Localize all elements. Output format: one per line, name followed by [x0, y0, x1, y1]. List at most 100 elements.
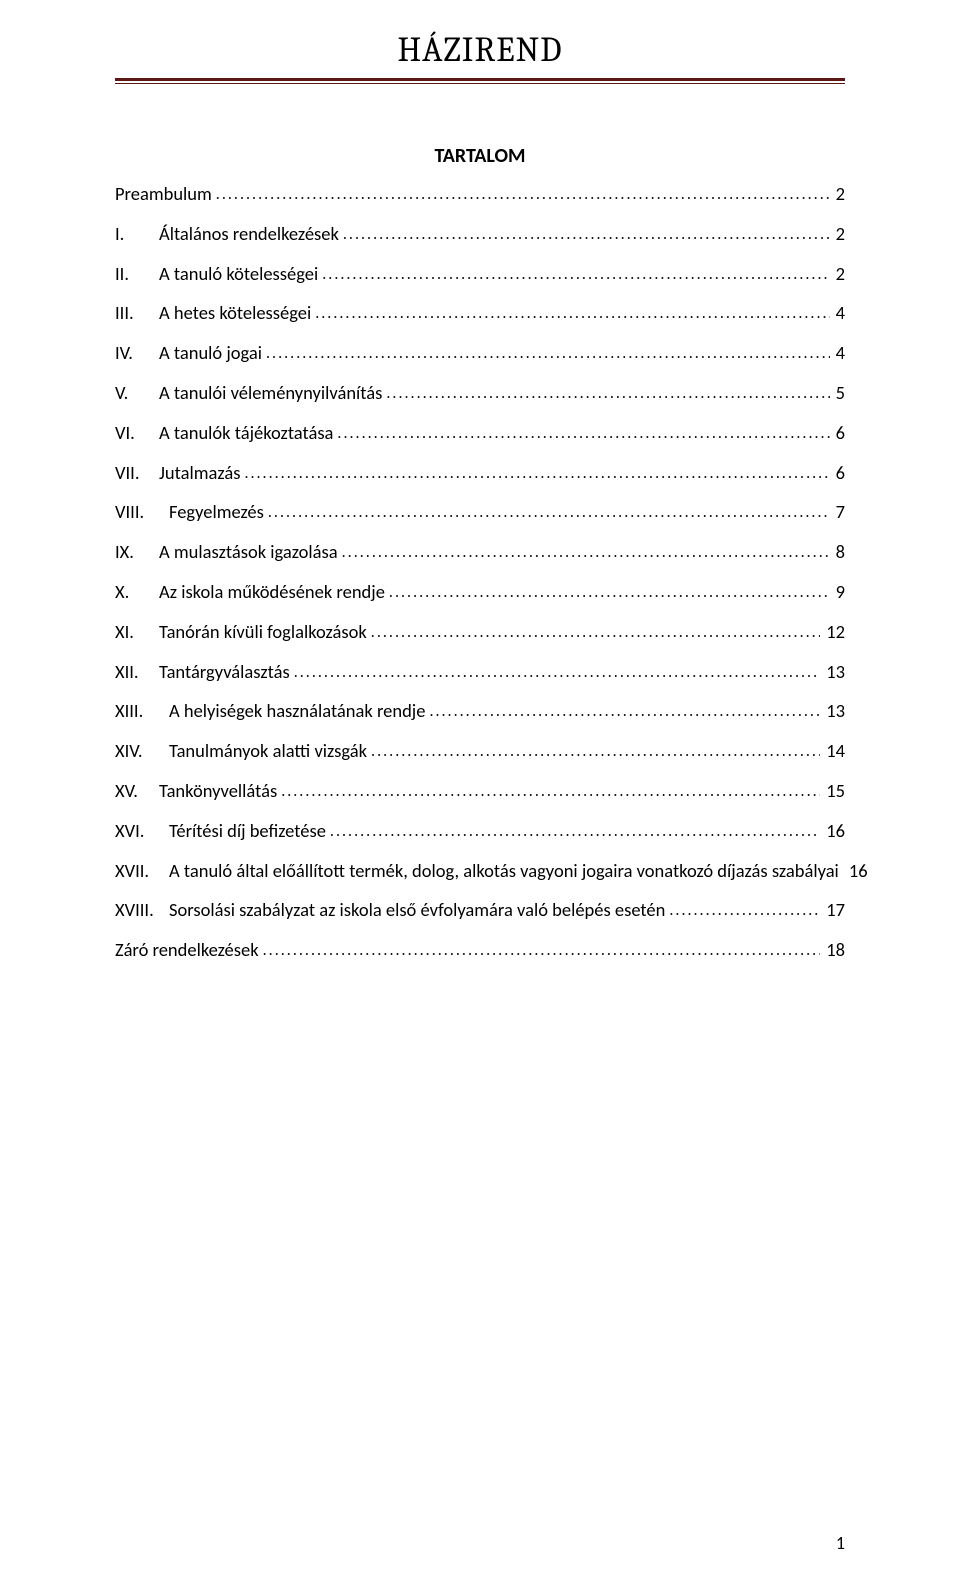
toc-dots: ........................................…	[429, 700, 820, 725]
toc-dots: ........................................…	[322, 263, 829, 288]
toc-dots: ........................................…	[266, 342, 830, 367]
toc-entry-label: Tankönyvellátás	[159, 777, 281, 806]
toc-entry-page: 6	[830, 419, 845, 448]
toc-entry-page: 4	[830, 339, 845, 368]
toc-entry-label: A tanulók tájékoztatása	[159, 419, 337, 448]
toc-entry-number: X.	[115, 578, 159, 607]
toc-entry: XII. Tantárgyválasztás .................…	[115, 658, 845, 687]
toc-entry-label: Tanórán kívüli foglalkozások	[159, 618, 371, 647]
toc-dots: ........................................…	[337, 422, 829, 447]
toc-title: TARTALOM	[115, 144, 845, 168]
toc-entry: V. A tanulói véleménynyilvánítás .......…	[115, 379, 845, 408]
toc-entry: VI. A tanulók tájékoztatása ............…	[115, 419, 845, 448]
toc-entry-number: IX.	[115, 538, 159, 567]
toc-entry-label: A mulasztások igazolása	[159, 538, 342, 567]
toc-entry-page: 2	[830, 180, 845, 209]
toc-entry-label: Sorsolási szabályzat az iskola első évfo…	[169, 896, 669, 925]
toc-dots: ........................................…	[216, 183, 830, 208]
toc-dots: ........................................…	[342, 541, 830, 566]
toc-entry-number: II.	[115, 260, 159, 289]
toc-entry-page: 9	[830, 578, 845, 607]
toc-entry-number: XII.	[115, 658, 159, 687]
toc-entry-number: XVII.	[115, 857, 169, 886]
toc-entry-page: 16	[820, 817, 845, 846]
toc-entry-label: Jutalmazás	[159, 459, 244, 488]
toc-entry-page: 17	[820, 896, 845, 925]
toc-dots: ........................................…	[281, 780, 820, 805]
toc-dots: ........................................…	[371, 621, 820, 646]
toc-entry: XV. Tankönyvellátás ....................…	[115, 777, 845, 806]
toc-entry-number: IV.	[115, 339, 159, 368]
toc-entry-label: Preambulum	[115, 180, 216, 209]
header-rule	[115, 78, 845, 84]
toc-entry-number: VI.	[115, 419, 159, 448]
toc-entry-label: Az iskola működésének rendje	[159, 578, 389, 607]
toc-entry: XVIII. Sorsolási szabályzat az iskola el…	[115, 896, 845, 925]
toc-entry-number: V.	[115, 379, 159, 408]
toc-entry-page: 14	[820, 737, 845, 766]
toc-dots: ........................................…	[389, 581, 830, 606]
toc-entry-page: 15	[820, 777, 845, 806]
toc-entry-number: XVIII.	[115, 896, 169, 925]
toc-entry-page: 2	[830, 220, 845, 249]
toc-entry-page: 6	[830, 459, 845, 488]
toc-dots: ........................................…	[343, 223, 830, 248]
toc-entry-page: 12	[820, 618, 845, 647]
toc-entry: X. Az iskola működésének rendje ........…	[115, 578, 845, 607]
toc-entry-page: 13	[820, 658, 845, 687]
toc-entry-page: 16	[843, 857, 868, 886]
toc-entry-label: Tantárgyválasztás	[159, 658, 294, 687]
toc-entry: XIV. Tanulmányok alatti vizsgák ........…	[115, 737, 845, 766]
toc-entry: XVI. Térítési díj befizetése ...........…	[115, 817, 845, 846]
toc-dots: ........................................…	[330, 820, 820, 845]
toc-dots: ........................................…	[315, 302, 829, 327]
toc-entry-label: Záró rendelkezések	[115, 936, 263, 965]
toc-entry-number: XI.	[115, 618, 159, 647]
toc-dots: ........................................…	[244, 462, 829, 487]
toc-dots: ........................................…	[371, 740, 820, 765]
toc-entry-page: 7	[830, 498, 845, 527]
toc-entry: VII. Jutalmazás ........................…	[115, 459, 845, 488]
toc-dots: ........................................…	[263, 939, 821, 964]
toc-entry: II. A tanuló kötelességei ..............…	[115, 260, 845, 289]
toc-entry: XVII. A tanuló által előállított termék,…	[115, 857, 845, 886]
toc-entry: Preambulum .............................…	[115, 180, 845, 209]
toc-entry-label: A tanuló kötelességei	[159, 260, 322, 289]
toc-entry-label: A tanuló jogai	[159, 339, 266, 368]
toc-entry-number: XIV.	[115, 737, 169, 766]
toc-entry-number: XVI.	[115, 817, 169, 846]
toc-entry-page: 2	[830, 260, 845, 289]
page-number: 1	[836, 1532, 845, 1554]
toc-entry-number: XV.	[115, 777, 159, 806]
toc-entry: IX. A mulasztások igazolása ............…	[115, 538, 845, 567]
document-page: HÁZIREND TARTALOM Preambulum ...........…	[0, 0, 960, 1584]
toc-entry-label: A tanuló által előállított termék, dolog…	[169, 857, 843, 886]
toc-entry-label: Tanulmányok alatti vizsgák	[169, 737, 371, 766]
toc-entry-page: 5	[830, 379, 845, 408]
toc-dots: ........................................…	[294, 661, 821, 686]
toc-entry-number: VIII.	[115, 498, 169, 527]
toc-entry-number: III.	[115, 299, 159, 328]
toc-entry-label: A tanulói véleménynyilvánítás	[159, 379, 386, 408]
toc-dots: ........................................…	[386, 382, 829, 407]
toc-entry: III. A hetes kötelességei ..............…	[115, 299, 845, 328]
toc-entry: I. Általános rendelkezések .............…	[115, 220, 845, 249]
toc-entry-page: 4	[830, 299, 845, 328]
toc-dots: ........................................…	[669, 899, 820, 924]
toc-entry-number: I.	[115, 220, 159, 249]
toc-list: Preambulum .............................…	[115, 180, 845, 965]
toc-entry-number: XIII.	[115, 697, 169, 726]
toc-entry-number: VII.	[115, 459, 159, 488]
toc-entry-label: A helyiségek használatának rendje	[169, 697, 429, 726]
toc-entry-label: Térítési díj befizetése	[169, 817, 330, 846]
toc-entry: Záró rendelkezések .....................…	[115, 936, 845, 965]
document-header-title: HÁZIREND	[115, 30, 845, 70]
toc-entry-page: 13	[820, 697, 845, 726]
toc-entry: VIII. Fegyelmezés ......................…	[115, 498, 845, 527]
toc-entry-label: A hetes kötelességei	[159, 299, 315, 328]
toc-entry: XI. Tanórán kívüli foglalkozások .......…	[115, 618, 845, 647]
toc-entry-page: 8	[830, 538, 845, 567]
toc-dots: ........................................…	[268, 501, 830, 526]
toc-entry: IV. A tanuló jogai .....................…	[115, 339, 845, 368]
toc-entry: XIII. A helyiségek használatának rendje …	[115, 697, 845, 726]
